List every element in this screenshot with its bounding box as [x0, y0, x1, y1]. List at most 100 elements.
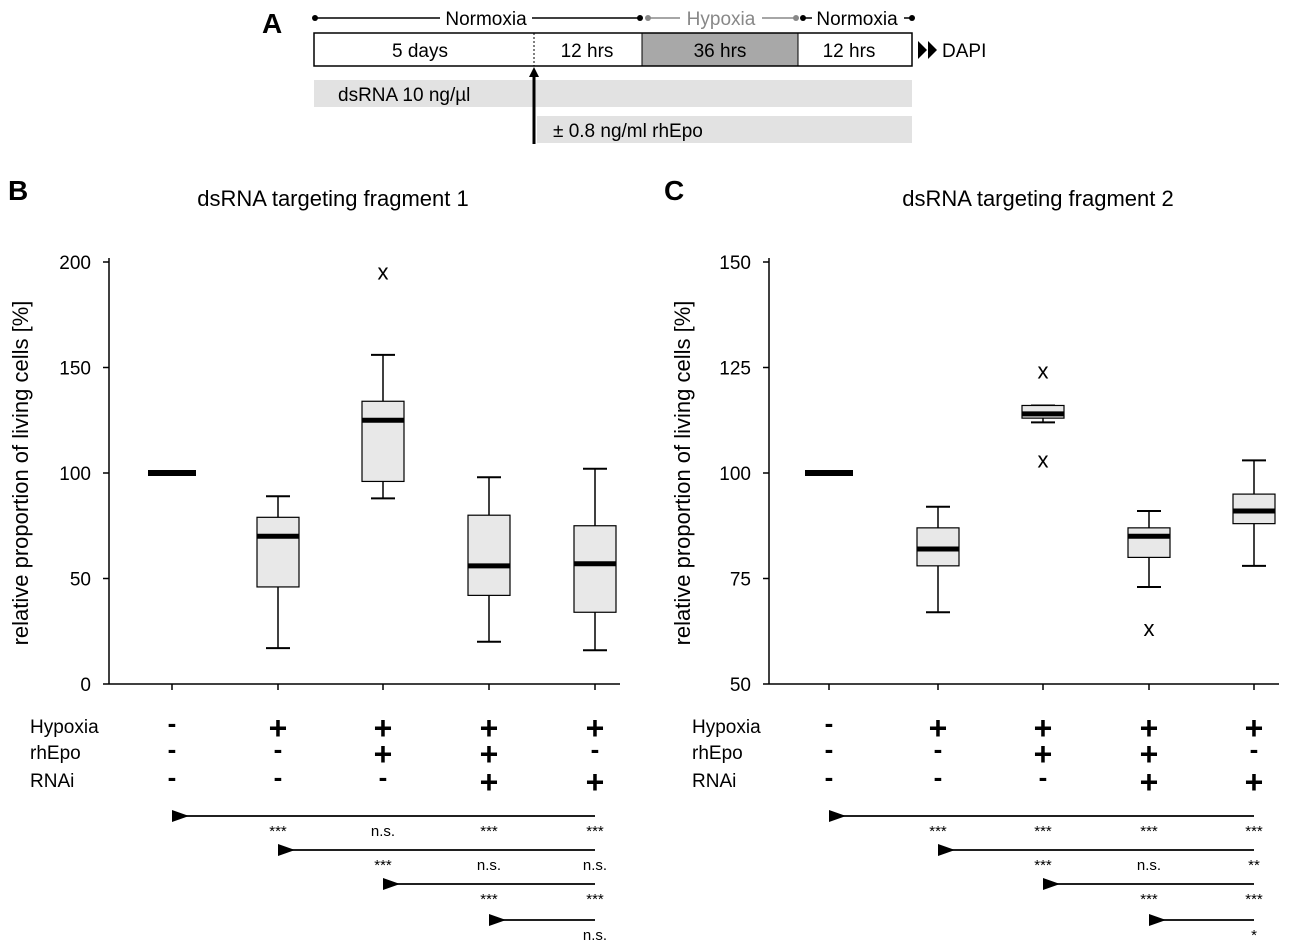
- significance-label: ***: [1034, 823, 1052, 840]
- chart-title: dsRNA targeting fragment 2: [902, 186, 1173, 211]
- comparison-arrow-icon: [938, 844, 955, 856]
- dapi-arrow-icon: [928, 41, 937, 59]
- y-tick-label: 50: [730, 675, 751, 696]
- y-tick-label: 200: [59, 253, 91, 274]
- condition-sign: +: [1245, 764, 1264, 800]
- significance-label: n.s.: [477, 857, 501, 874]
- box-iqr: [467, 514, 511, 596]
- condition-sign: -: [591, 734, 600, 764]
- comparison-arrow-icon: [489, 914, 506, 926]
- significance-label: ***: [1140, 891, 1158, 908]
- segment-12-hrs-2: 12 hrs: [823, 41, 876, 62]
- phase-dot: [645, 15, 651, 21]
- significance-label: ***: [929, 823, 947, 840]
- significance-label: ***: [586, 891, 604, 908]
- significance-label: *: [1251, 927, 1257, 944]
- box-iqr: [361, 400, 405, 483]
- significance-label: n.s.: [371, 823, 395, 840]
- condition-sign: +: [1140, 710, 1159, 746]
- significance-label: ***: [1140, 823, 1158, 840]
- y-tick-label: 50: [70, 570, 91, 591]
- segment-36-hrs: 36 hrs: [694, 41, 747, 62]
- phase-dot: [909, 15, 915, 21]
- condition-sign: -: [825, 708, 834, 738]
- outlier-marker: x: [1038, 447, 1049, 472]
- condition-sign: +: [586, 764, 605, 800]
- comparison-arrow-icon: [829, 810, 846, 822]
- dsrna-label: dsRNA 10 ng/µl: [338, 85, 470, 106]
- segment-5-days: 5 days: [392, 41, 448, 62]
- significance-label: ***: [1245, 823, 1263, 840]
- outlier-marker: x: [1038, 359, 1049, 384]
- significance-label: **: [1248, 857, 1260, 874]
- rhepo-bar: [537, 116, 912, 143]
- condition-sign: -: [379, 762, 388, 792]
- phase-label-normoxia-2: Normoxia: [816, 9, 898, 30]
- comparison-arrow-icon: [172, 810, 189, 822]
- factor-label: Hypoxia: [692, 717, 761, 738]
- condition-sign: +: [269, 710, 288, 746]
- significance-label: ***: [480, 823, 498, 840]
- condition-sign: -: [934, 734, 943, 764]
- significance-label: ***: [480, 891, 498, 908]
- condition-sign: +: [480, 764, 499, 800]
- factor-label: rhEpo: [692, 743, 743, 764]
- dapi-label: DAPI: [942, 41, 986, 62]
- significance-label: ***: [1034, 857, 1052, 874]
- phase-label-normoxia-1: Normoxia: [445, 9, 527, 30]
- phase-dot: [312, 15, 318, 21]
- condition-sign: +: [1140, 764, 1159, 800]
- phase-label-bg: [812, 6, 904, 28]
- condition-sign: -: [168, 734, 177, 764]
- comparison-arrow-icon: [1043, 878, 1060, 890]
- significance-label: n.s.: [1137, 857, 1161, 874]
- panel-a-label: A: [262, 8, 282, 39]
- chart-title: dsRNA targeting fragment 1: [197, 186, 468, 211]
- panel-label: B: [8, 175, 28, 206]
- y-tick-label: 125: [719, 359, 751, 380]
- condition-sign: +: [374, 710, 393, 746]
- condition-sign: +: [1034, 736, 1053, 772]
- significance-label: n.s.: [583, 857, 607, 874]
- phase-dot: [793, 15, 799, 21]
- y-tick-label: 100: [59, 464, 91, 485]
- box-iqr: [573, 525, 617, 613]
- rhepo-label: ± 0.8 ng/ml rhEpo: [553, 121, 703, 142]
- condition-sign: -: [1039, 762, 1048, 792]
- phase-dot: [800, 15, 806, 21]
- y-axis-label: relative proportion of living cells [%]: [8, 301, 33, 646]
- phase-label-hypoxia: Hypoxia: [687, 9, 756, 30]
- condition-sign: +: [929, 710, 948, 746]
- phase-dot: [637, 15, 643, 21]
- segment-12-hrs-1: 12 hrs: [561, 41, 614, 62]
- condition-sign: +: [1140, 736, 1159, 772]
- significance-label: ***: [586, 823, 604, 840]
- condition-sign: -: [274, 762, 283, 792]
- outlier-marker: x: [1144, 616, 1155, 641]
- condition-sign: +: [1034, 710, 1053, 746]
- condition-sign: -: [274, 734, 283, 764]
- condition-sign: -: [934, 762, 943, 792]
- outlier-marker: x: [378, 260, 389, 285]
- phase-label-bg: [680, 6, 762, 28]
- condition-sign: -: [168, 708, 177, 738]
- y-tick-label: 0: [80, 675, 91, 696]
- factor-label: RNAi: [30, 771, 74, 792]
- y-axis-label: relative proportion of living cells [%]: [670, 301, 695, 646]
- condition-sign: +: [586, 710, 605, 746]
- condition-sign: -: [825, 762, 834, 792]
- phase-label-bg: [440, 6, 532, 28]
- significance-label: ***: [1245, 891, 1263, 908]
- y-tick-label: 100: [719, 464, 751, 485]
- condition-sign: +: [480, 736, 499, 772]
- comparison-arrow-icon: [278, 844, 295, 856]
- dsrna-bar: [314, 80, 912, 107]
- comparison-arrow-icon: [1149, 914, 1166, 926]
- condition-sign: +: [480, 710, 499, 746]
- factor-label: Hypoxia: [30, 717, 99, 738]
- timeline-box: [313, 32, 913, 67]
- factor-label: rhEpo: [30, 743, 81, 764]
